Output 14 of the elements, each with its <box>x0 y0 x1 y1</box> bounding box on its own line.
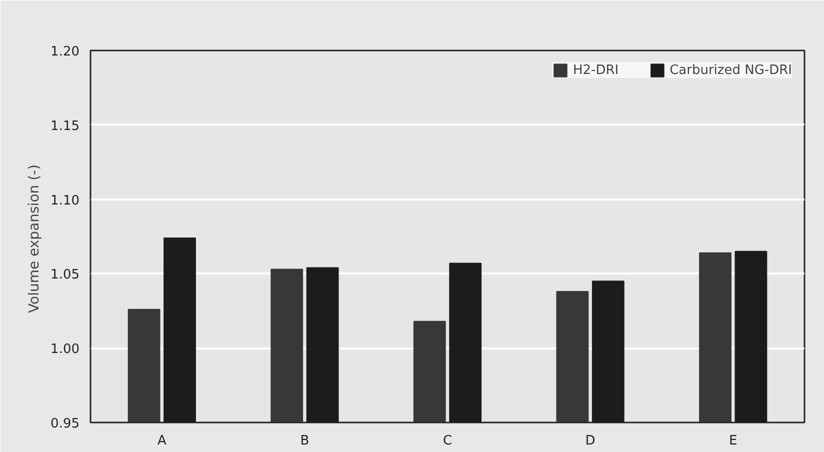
x-tick-label: E <box>728 434 738 448</box>
x-tick-label: B <box>300 434 310 448</box>
legend-label: Carburized NG-DRI <box>670 62 792 78</box>
y-tick-label: 1.20 <box>50 44 80 60</box>
y-tick-label: 0.95 <box>50 416 80 432</box>
y-tick-label: 1.00 <box>50 342 80 358</box>
y-tick-label: 1.15 <box>50 118 80 134</box>
y-tick-label: 1.05 <box>50 268 80 283</box>
x-tick-label: A <box>157 434 166 448</box>
y-tick-label: 1.10 <box>50 193 80 208</box>
x-tick-label: D <box>585 434 596 448</box>
legend-label: H2-DRI <box>572 62 619 78</box>
x-tick-label: C <box>442 434 452 448</box>
y-axis-title: Volume expansion (-) <box>26 164 43 314</box>
